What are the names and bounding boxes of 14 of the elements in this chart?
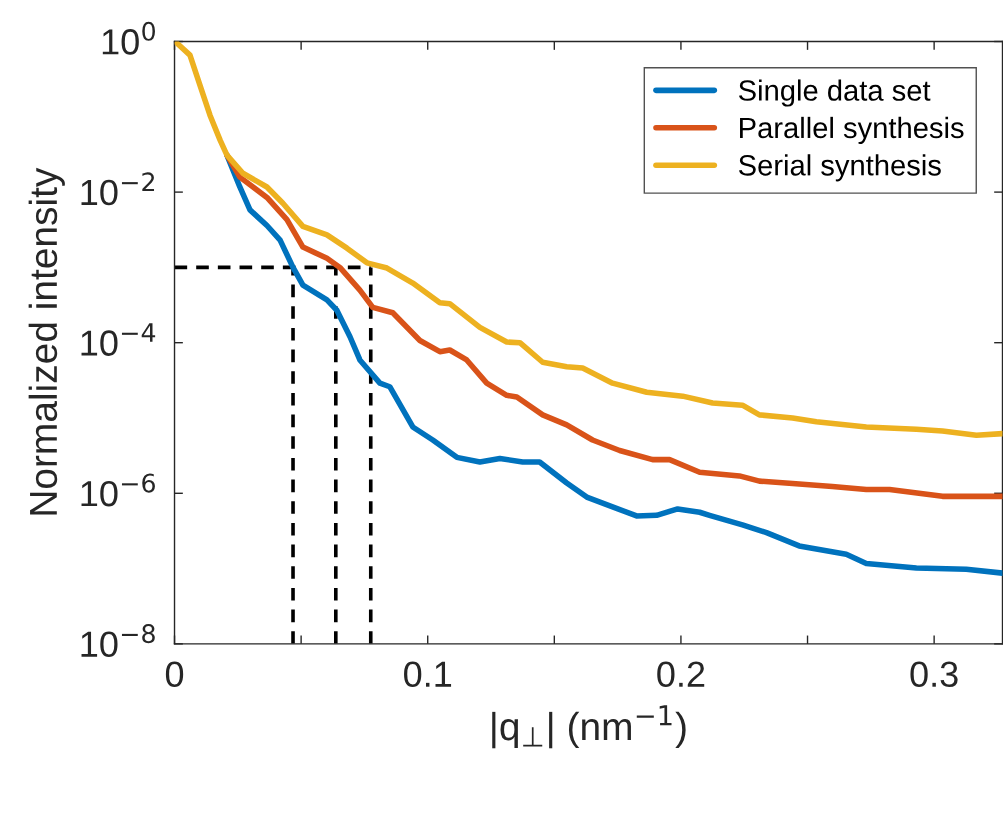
x-tick-label: 0.1 [404, 661, 452, 688]
y-axis-title: Normalized intensity [28, 167, 65, 515]
x-tick-label: 0.3 [910, 661, 958, 688]
y-tick-label: 10$^{0}$ [102, 21, 155, 55]
legend-label: Single data set [738, 79, 931, 107]
y-tick-label: 10$^{−8}$ [81, 624, 155, 658]
x-tick-label: 0 [165, 661, 184, 688]
x-tick-label: 0.2 [657, 661, 705, 688]
y-tick-label: 10$^{−2}$ [81, 172, 155, 206]
y-tick-label: 10$^{−4}$ [81, 323, 156, 356]
legend-label: Parallel synthesis [740, 116, 964, 145]
x-axis-title: |q$_{⊥}$| (nm$^{−1}$) [492, 705, 686, 749]
y-tick-label: 10$^{−6}$ [81, 473, 155, 507]
legend-label: Serial synthesis [738, 154, 941, 182]
